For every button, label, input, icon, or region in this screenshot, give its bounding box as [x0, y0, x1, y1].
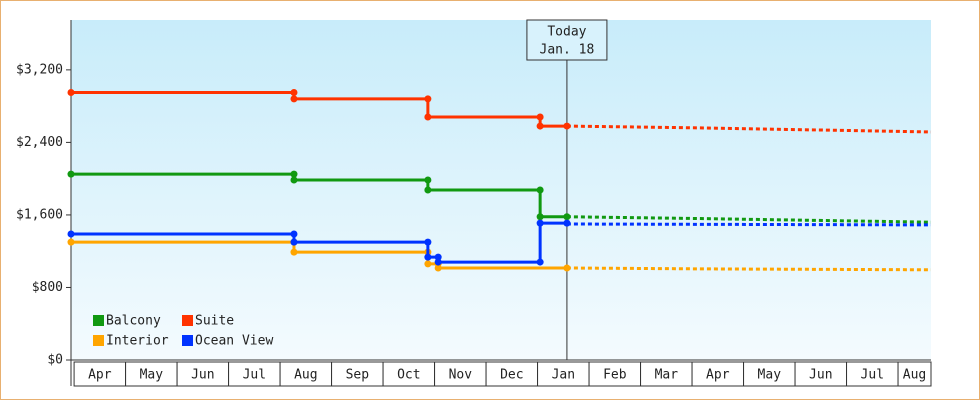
x-tick-label: Apr [706, 368, 730, 383]
legend-label: Suite [195, 314, 234, 329]
x-tick-cell [279, 361, 333, 387]
today-label: Today [547, 25, 586, 40]
today-box [526, 19, 608, 61]
step-corner-marker [290, 89, 298, 97]
point-marker [563, 219, 571, 227]
x-tick-cell [434, 361, 487, 387]
legend-swatch [182, 315, 193, 326]
projected-line [566, 215, 932, 224]
x-tick-label: May [758, 368, 782, 383]
x-tick-label: Jun [809, 368, 832, 383]
point-marker [67, 238, 75, 246]
x-tick-label: Feb [603, 368, 627, 383]
today-label: Jan. 18 [540, 43, 595, 58]
x-tick-label: Jul [861, 368, 884, 383]
step-corner-marker [424, 176, 432, 184]
point-marker [290, 95, 298, 103]
legend-swatch [93, 315, 104, 326]
point-marker [536, 122, 544, 130]
x-tick-cell [794, 361, 848, 387]
x-tick-cell [691, 361, 745, 387]
point-marker [563, 122, 571, 130]
x-tick-label: Mar [655, 368, 679, 383]
step-corner-marker [290, 230, 298, 238]
x-tick-cell [537, 361, 590, 387]
x-tick-label: Aug [294, 368, 317, 383]
x-tick-label: Jan [552, 368, 575, 383]
legend-swatch [93, 335, 104, 346]
legend-label: Balcony [106, 314, 161, 329]
x-tick-label: Nov [449, 368, 473, 383]
point-marker [67, 170, 75, 178]
projected-line [566, 222, 932, 227]
point-marker [536, 213, 544, 221]
x-tick-label: Apr [88, 368, 112, 383]
x-tick-cell [382, 361, 436, 387]
x-tick-label: Oct [397, 368, 420, 383]
step-corner-marker [536, 113, 544, 121]
x-tick-cell [897, 361, 932, 387]
point-marker [290, 238, 298, 246]
x-tick-label: Jul [243, 368, 266, 383]
x-tick-label: Sep [346, 368, 370, 383]
y-tick-label: $3,200 [16, 62, 63, 77]
x-tick-label: May [140, 368, 164, 383]
point-marker [290, 176, 298, 184]
point-marker [424, 186, 432, 194]
point-marker [424, 113, 432, 121]
x-tick-label: Jun [191, 368, 214, 383]
x-tick-cell [743, 361, 796, 387]
x-tick-cell [73, 361, 127, 387]
legend-label: Ocean View [195, 334, 273, 349]
legend-label: Interior [106, 334, 169, 349]
point-marker [563, 264, 571, 272]
projected-line [566, 266, 932, 272]
step-corner-marker [536, 258, 544, 266]
y-tick-label: $800 [32, 280, 63, 295]
point-marker [424, 260, 432, 268]
point-marker [536, 219, 544, 227]
y-tick-label: $2,400 [16, 135, 63, 150]
step-corner-marker [424, 95, 432, 103]
point-marker [434, 258, 442, 266]
point-marker [67, 89, 75, 97]
x-tick-cell [846, 361, 899, 387]
point-marker [563, 213, 571, 221]
series-line [71, 221, 567, 264]
x-tick-cell [588, 361, 642, 387]
x-tick-cell [640, 361, 693, 387]
legend-swatch [182, 335, 193, 346]
point-marker [424, 253, 432, 261]
point-marker [434, 264, 442, 272]
y-tick-label: $0 [47, 353, 63, 368]
x-tick-label: Dec [500, 368, 523, 383]
point-marker [290, 248, 298, 256]
step-corner-marker [424, 238, 432, 246]
point-marker [67, 230, 75, 238]
projected-line [566, 124, 932, 134]
y-tick-label: $1,600 [16, 207, 63, 222]
x-tick-cell [331, 361, 384, 387]
x-tick-label: Aug [903, 368, 926, 383]
step-corner-marker [434, 253, 442, 261]
step-corner-marker [290, 170, 298, 178]
step-corner-marker [536, 186, 544, 194]
